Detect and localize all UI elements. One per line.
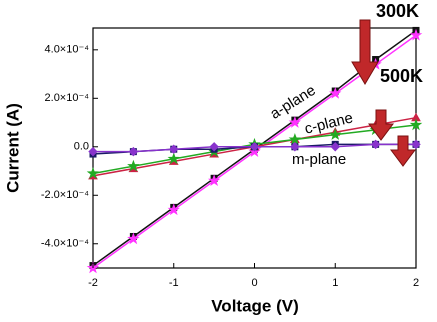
marker	[288, 132, 302, 145]
marker	[330, 142, 340, 152]
arrow	[368, 109, 394, 141]
arrow	[390, 135, 416, 167]
y-tick-label: 0.0	[74, 141, 89, 153]
y-axis-title: Current (A)	[3, 103, 22, 193]
marker	[288, 115, 301, 128]
marker	[409, 118, 423, 131]
marker	[128, 146, 139, 157]
marker	[370, 139, 381, 150]
annotation: 300K	[376, 1, 419, 21]
marker	[209, 142, 219, 152]
marker	[127, 232, 140, 245]
marker	[329, 128, 342, 140]
annotation: m-plane	[292, 151, 346, 168]
marker	[127, 159, 140, 172]
marker	[207, 174, 221, 187]
marker	[249, 142, 260, 152]
x-tick-label: 0	[251, 277, 257, 289]
marker	[169, 144, 179, 154]
x-tick-label: 1	[332, 277, 338, 289]
y-tick-label: 4.0×10⁻⁴	[45, 44, 90, 56]
marker	[409, 28, 423, 41]
annotation: 500K	[380, 66, 423, 86]
x-tick-label: -2	[88, 277, 98, 289]
marker	[88, 146, 98, 157]
marker	[411, 139, 421, 150]
marker	[329, 86, 342, 99]
arrow	[351, 19, 379, 85]
x-tick-label: 2	[413, 277, 419, 289]
marker	[86, 167, 100, 179]
y-tick-label: -2.0×10⁻⁴	[41, 189, 89, 201]
marker	[167, 152, 180, 165]
y-tick-label: 2.0×10⁻⁴	[45, 92, 90, 104]
annotation: a-plane	[267, 82, 318, 123]
x-tick-label: -1	[169, 277, 179, 289]
marker	[167, 203, 180, 216]
marker	[290, 142, 300, 152]
y-tick-label: -4.0×10⁻⁴	[41, 238, 89, 250]
x-axis-title: Voltage (V)	[211, 296, 299, 315]
